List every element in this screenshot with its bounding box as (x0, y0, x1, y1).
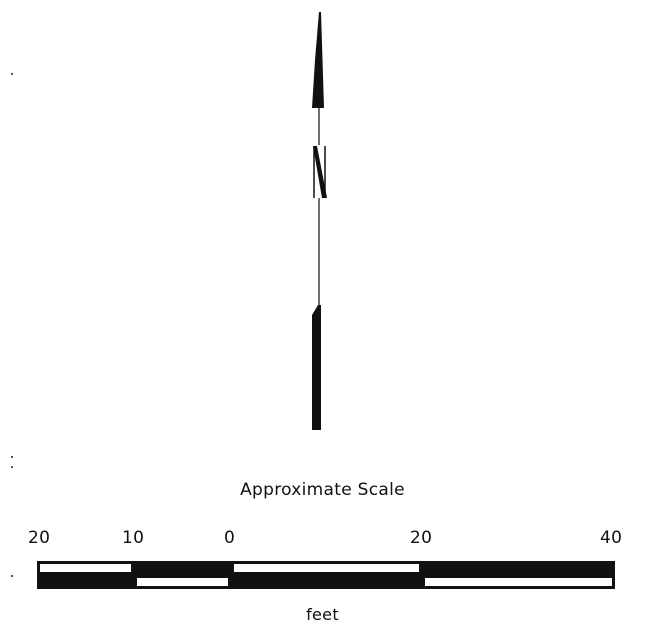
scale-units: feet (306, 605, 339, 624)
scale-tick-label: 20 (410, 528, 433, 548)
north-arrow-head (312, 12, 324, 108)
scale-tick-label: 0 (224, 528, 236, 548)
scale-title: Approximate Scale (240, 480, 405, 500)
scale-bar-segment (37, 575, 134, 589)
scan-speck (11, 575, 13, 577)
scale-bar-segment (134, 575, 231, 589)
scale-tick-label: 40 (600, 528, 623, 548)
scale-tick-label: 20 (28, 528, 51, 548)
scale-bar-segment (422, 575, 615, 589)
scan-speck (11, 456, 13, 458)
north-arrow-tail (312, 305, 321, 430)
scan-speck (11, 73, 13, 75)
scale-bar (37, 561, 615, 589)
scale-bar-segment (422, 561, 615, 575)
scale-bar-segment (134, 561, 231, 575)
scale-bar-segment (231, 561, 422, 575)
scale-bar-segment (37, 561, 134, 575)
north-arrow (312, 12, 327, 430)
scale-bar-segment (231, 575, 422, 589)
north-letter-icon (313, 146, 327, 198)
scan-speck (11, 466, 13, 468)
scale-tick-label: 10 (122, 528, 145, 548)
